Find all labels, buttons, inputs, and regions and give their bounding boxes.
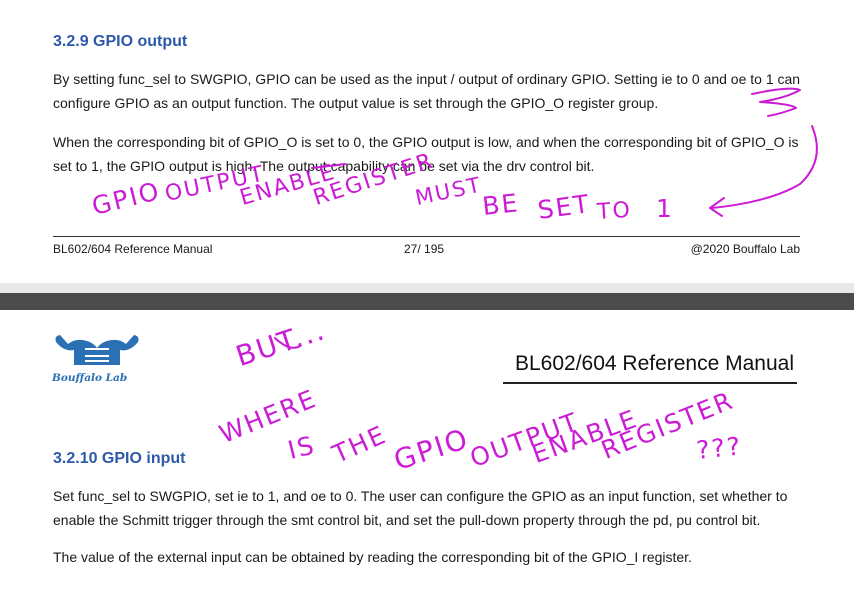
footer-divider xyxy=(53,236,800,237)
paragraph-gpio-input-2: The value of the external input can be o… xyxy=(53,549,692,565)
footer-page-number: 27/ 195 xyxy=(404,242,445,256)
document-page-28: Bouffalo Lab BL602/604 Reference Manual … xyxy=(0,310,854,594)
annotation-word: 1 xyxy=(656,194,674,223)
annotation-word: TO xyxy=(596,197,633,225)
paragraph-gpio-input-1: Set func_sel to SWGPIO, set ie to 1, and… xyxy=(53,488,788,528)
logo-text: Bouffalo Lab xyxy=(52,372,128,384)
paragraph-gpio-output-1: By setting func_sel to SWGPIO, GPIO can … xyxy=(53,71,801,111)
footer-copyright: @2020 Bouffalo Lab xyxy=(690,242,800,256)
manual-title: BL602/604 Reference Manual xyxy=(514,352,794,375)
document-page-27: 3.2.9 GPIO output By setting func_sel to… xyxy=(0,0,854,283)
footer-manual-name: BL602/604 Reference Manual xyxy=(53,242,213,256)
page-separator xyxy=(0,283,854,310)
bouffalo-logo: Bouffalo Lab xyxy=(52,332,142,390)
bouffalo-logo-icon xyxy=(55,335,139,365)
header-underline xyxy=(503,382,797,384)
annotation-word: BE xyxy=(480,188,521,221)
section-heading-gpio-output: 3.2.9 GPIO output xyxy=(53,33,188,50)
annotation-word: ??? xyxy=(694,431,744,465)
section-heading-gpio-input: 3.2.10 GPIO input xyxy=(53,450,186,467)
page-separator-bar xyxy=(0,293,854,310)
